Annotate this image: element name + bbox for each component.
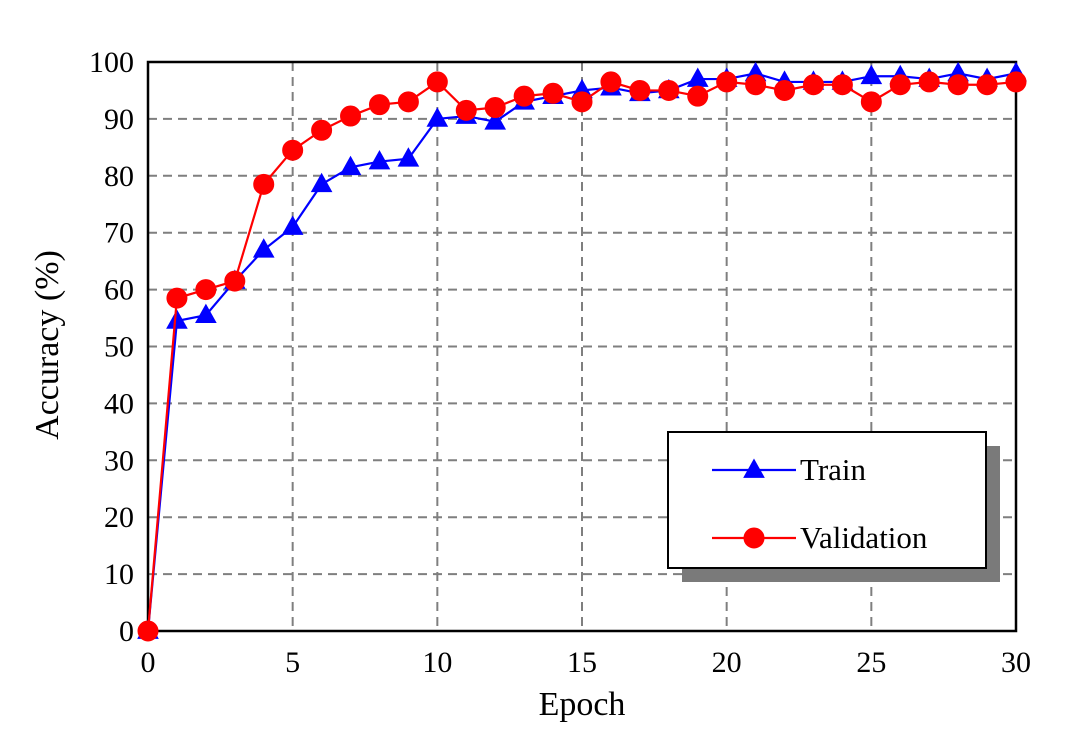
train-point [281,215,304,235]
validation-point [513,85,535,107]
validation-point [716,71,738,93]
y-tick-label: 0 [119,615,134,648]
legend-validation-marker [743,527,765,549]
validation-point [397,91,419,113]
validation-point [484,97,506,119]
legend-entries: Train Validation [712,452,928,555]
validation-point [137,620,159,642]
legend-train-marker [743,458,765,478]
x-tick-label: 0 [141,646,156,679]
validation-point [774,79,796,101]
train-point [166,309,188,329]
y-tick-label: 20 [104,501,134,534]
train-point [195,303,217,324]
validation-point [224,270,246,292]
validation-point [918,71,940,93]
x-tick-label: 20 [712,646,742,679]
y-tick-label: 50 [104,331,134,364]
validation-point [889,74,911,96]
validation-point [253,173,275,195]
series-layer [137,61,1027,642]
legend-train-label: Train [800,452,867,487]
x-axis-ticks: 0 5 10 15 20 25 30 [141,646,1032,679]
x-tick-label: 5 [285,646,300,679]
y-axis-title: Accuracy (%) [29,250,66,440]
y-tick-label: 100 [89,46,134,79]
y-axis-ticks: 0 10 20 30 40 50 60 70 80 90 100 [89,46,134,648]
y-tick-label: 60 [104,274,134,307]
train-point [426,107,449,127]
validation-point [311,119,333,141]
train-point [860,64,883,85]
y-tick-label: 40 [104,387,134,420]
validation-point [340,105,362,127]
legend: Train Validation [667,431,1000,582]
y-tick-label: 80 [104,160,134,193]
x-axis-title: Epoch [539,686,626,723]
x-tick-label: 30 [1001,646,1031,679]
y-tick-label: 70 [104,217,134,250]
validation-point [282,139,304,161]
validation-point [629,79,651,101]
validation-point [745,74,767,96]
validation-point [368,94,390,116]
validation-point [860,91,882,113]
validation-point [658,79,680,101]
legend-box [667,431,987,569]
train-point [252,238,275,258]
train-point [368,150,391,170]
validation-point [947,74,969,96]
validation-point [195,279,217,301]
validation-point [687,85,709,107]
train-point [339,155,362,176]
validation-point [166,287,188,309]
validation-point [571,91,593,113]
train-point [310,172,333,193]
validation-point [542,82,564,104]
y-tick-label: 30 [104,444,134,477]
validation-point [802,74,824,96]
validation-point [976,74,998,96]
series-validation [137,71,1027,642]
train-point [686,67,709,87]
x-tick-label: 10 [422,646,452,679]
train-point [397,147,420,167]
plot-frame [146,60,1018,633]
legend-validation-label: Validation [800,520,928,555]
validation-point [455,99,477,121]
x-tick-label: 25 [856,646,886,679]
validation-point [426,71,448,93]
validation-point [1005,71,1027,93]
y-tick-label: 10 [104,558,134,591]
x-tick-label: 15 [567,646,597,679]
validation-point [831,74,853,96]
y-tick-label: 90 [104,103,134,136]
train-point [484,110,507,130]
validation-point [600,71,622,93]
